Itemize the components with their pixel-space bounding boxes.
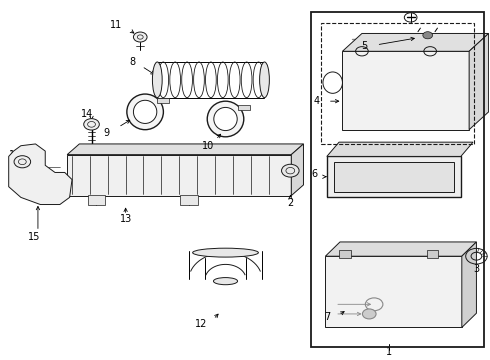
Bar <box>320 23 474 144</box>
Text: 16: 16 <box>9 150 21 159</box>
Bar <box>67 155 291 195</box>
Bar <box>157 98 170 103</box>
Text: 15: 15 <box>28 231 41 242</box>
Text: 14: 14 <box>80 109 93 119</box>
Polygon shape <box>325 242 476 256</box>
Polygon shape <box>291 144 303 195</box>
Text: 6: 6 <box>312 169 318 179</box>
Text: 7: 7 <box>324 312 330 322</box>
Text: 5: 5 <box>361 41 368 51</box>
Circle shape <box>363 309 376 319</box>
Circle shape <box>14 156 30 168</box>
Bar <box>327 156 461 197</box>
Ellipse shape <box>207 101 244 137</box>
Text: 9: 9 <box>103 128 109 138</box>
Polygon shape <box>343 33 489 51</box>
Bar <box>339 250 351 258</box>
Text: 13: 13 <box>120 214 132 224</box>
Ellipse shape <box>127 94 163 130</box>
Text: 1: 1 <box>386 347 392 357</box>
Ellipse shape <box>133 100 157 123</box>
Circle shape <box>133 32 147 42</box>
Ellipse shape <box>193 248 258 257</box>
Circle shape <box>84 119 99 130</box>
Polygon shape <box>9 144 72 204</box>
Ellipse shape <box>260 62 270 98</box>
Text: 4: 4 <box>314 96 320 106</box>
Text: 3: 3 <box>473 264 480 274</box>
Text: 12: 12 <box>195 319 207 329</box>
Ellipse shape <box>152 62 162 98</box>
Text: 11: 11 <box>110 19 122 30</box>
Circle shape <box>423 32 433 39</box>
Bar <box>238 105 250 110</box>
Bar <box>180 194 198 204</box>
Text: 2: 2 <box>287 198 294 208</box>
Bar <box>311 12 484 347</box>
Text: 8: 8 <box>129 57 135 67</box>
Ellipse shape <box>214 107 237 131</box>
Bar <box>343 51 469 130</box>
Bar <box>88 194 105 204</box>
Ellipse shape <box>214 278 238 285</box>
Polygon shape <box>469 33 489 130</box>
Polygon shape <box>462 242 476 328</box>
Bar <box>427 250 439 258</box>
Polygon shape <box>67 144 303 155</box>
Circle shape <box>282 164 299 177</box>
Bar <box>325 256 462 328</box>
Text: 10: 10 <box>202 141 215 151</box>
Bar <box>334 162 454 192</box>
Polygon shape <box>327 142 473 156</box>
